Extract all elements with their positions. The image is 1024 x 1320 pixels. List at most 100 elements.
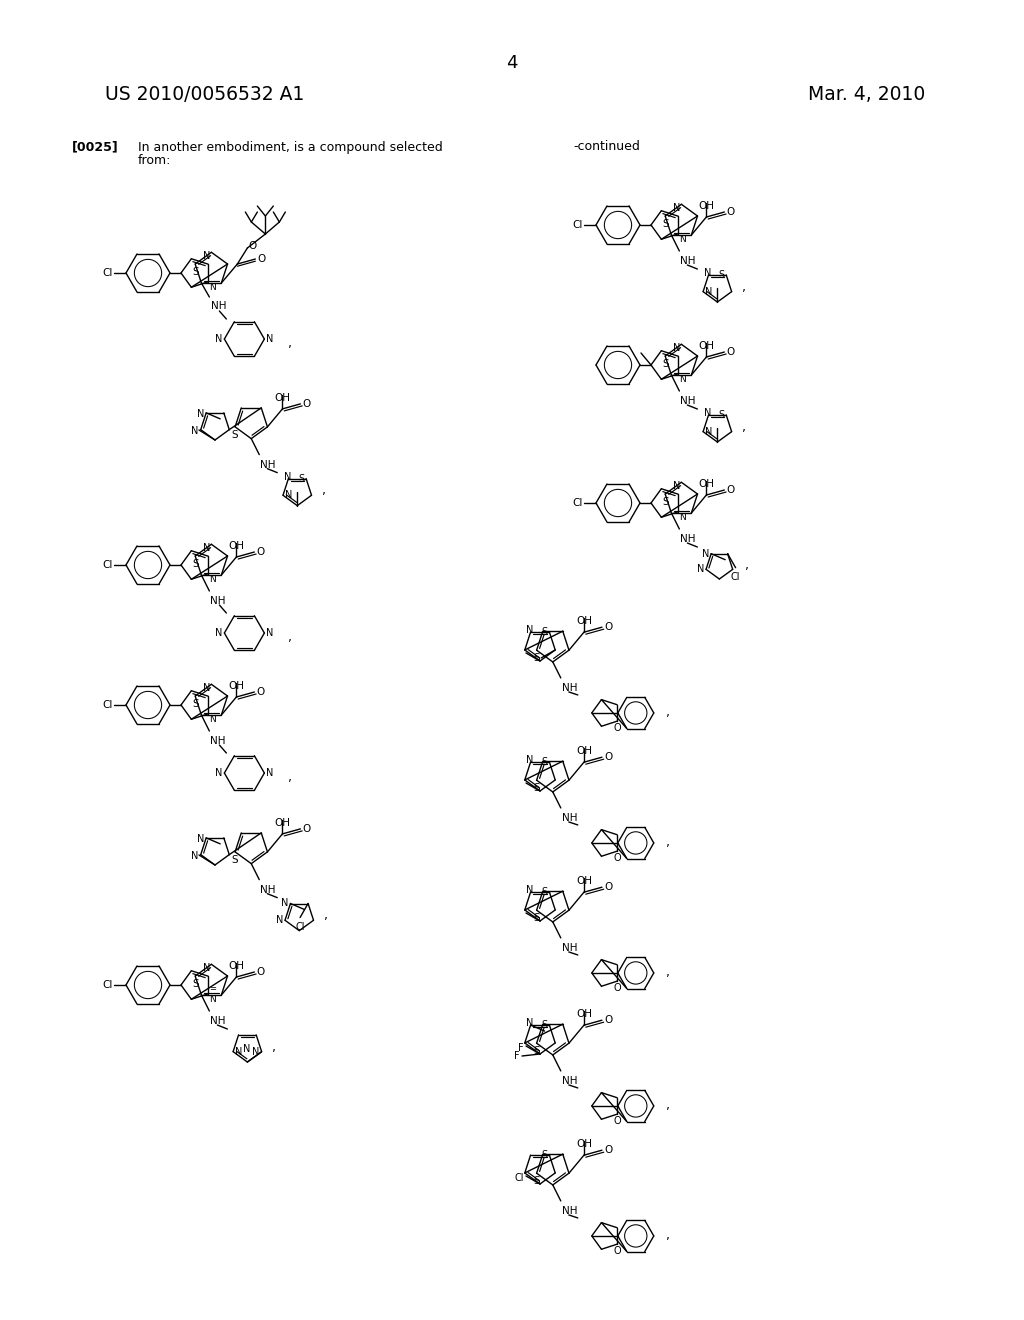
Text: 4: 4	[506, 54, 518, 73]
Text: OH: OH	[228, 961, 245, 972]
Text: N: N	[696, 565, 705, 574]
Text: ,: ,	[289, 337, 293, 350]
Text: N: N	[706, 426, 713, 437]
Text: N: N	[284, 471, 291, 482]
Text: OH: OH	[575, 876, 592, 886]
Text: OH: OH	[575, 1010, 592, 1019]
Text: N: N	[204, 684, 211, 693]
Text: NH: NH	[260, 884, 275, 895]
Text: N: N	[703, 408, 712, 418]
Text: N: N	[674, 482, 681, 491]
Text: OH: OH	[698, 341, 715, 351]
Text: NH: NH	[680, 396, 696, 407]
Text: ,: ,	[272, 1040, 276, 1053]
Text: N: N	[209, 715, 216, 723]
Text: ,: ,	[666, 706, 670, 719]
Text: N: N	[526, 884, 534, 895]
Text: S: S	[542, 758, 548, 767]
Text: OH: OH	[575, 746, 592, 756]
Text: S: S	[191, 700, 199, 709]
Text: ,: ,	[742, 281, 746, 293]
Text: NH: NH	[562, 682, 578, 693]
Text: N: N	[215, 334, 222, 345]
Text: N: N	[674, 203, 681, 214]
Text: N: N	[215, 628, 222, 638]
Text: N: N	[285, 490, 293, 500]
Text: N: N	[197, 834, 204, 843]
Text: ,: ,	[666, 1229, 670, 1242]
Text: N: N	[191, 425, 199, 436]
Text: N: N	[275, 915, 283, 925]
Text: -continued: -continued	[573, 140, 640, 153]
Text: ,: ,	[666, 837, 670, 850]
Text: S: S	[542, 1020, 548, 1030]
Text: OH: OH	[228, 681, 245, 690]
Text: N: N	[526, 1018, 534, 1028]
Text: N: N	[252, 1047, 260, 1056]
Text: N: N	[701, 549, 710, 558]
Text: O: O	[613, 1117, 621, 1126]
Text: O: O	[726, 347, 734, 356]
Text: N: N	[281, 899, 289, 908]
Text: ,: ,	[325, 909, 329, 923]
Text: S: S	[534, 913, 540, 923]
Text: S: S	[542, 1150, 548, 1160]
Text: O: O	[613, 853, 621, 863]
Text: N: N	[191, 850, 199, 861]
Text: S: S	[542, 887, 548, 898]
Text: O: O	[604, 1146, 612, 1155]
Text: ,: ,	[742, 421, 746, 433]
Text: ,: ,	[289, 631, 293, 644]
Text: N: N	[679, 512, 686, 521]
Text: N: N	[204, 544, 211, 553]
Text: Cl: Cl	[572, 498, 583, 508]
Text: O: O	[302, 824, 310, 834]
Text: O: O	[604, 882, 612, 892]
Text: Cl: Cl	[102, 700, 113, 710]
Text: N: N	[197, 409, 204, 418]
Text: NH: NH	[210, 597, 226, 606]
Text: F: F	[514, 1051, 520, 1061]
Text: OH: OH	[274, 393, 291, 403]
Text: ,: ,	[666, 966, 670, 979]
Text: US 2010/0056532 A1: US 2010/0056532 A1	[105, 86, 304, 104]
Text: N: N	[209, 282, 216, 292]
Text: S: S	[534, 783, 540, 793]
Text: O: O	[726, 484, 734, 495]
Text: NH: NH	[562, 1076, 578, 1086]
Text: N: N	[209, 995, 216, 1003]
Text: S: S	[191, 979, 199, 989]
Text: NH: NH	[211, 301, 227, 312]
Text: from:: from:	[138, 154, 171, 168]
Text: NH: NH	[562, 1206, 578, 1216]
Text: [0025]: [0025]	[72, 140, 119, 153]
Text: N: N	[204, 251, 211, 261]
Text: N: N	[243, 1044, 250, 1053]
Text: ,: ,	[289, 771, 293, 784]
Text: S: S	[542, 627, 548, 638]
Text: Cl: Cl	[102, 979, 113, 990]
Text: NH: NH	[562, 942, 578, 953]
Text: O: O	[302, 399, 310, 409]
Text: S: S	[662, 359, 669, 370]
Text: NH: NH	[562, 813, 578, 822]
Text: S: S	[718, 411, 724, 420]
Text: S: S	[298, 474, 304, 483]
Text: OH: OH	[274, 818, 291, 828]
Text: NH: NH	[210, 737, 226, 746]
Text: N: N	[236, 1047, 243, 1056]
Text: O: O	[257, 253, 265, 264]
Text: N: N	[266, 628, 273, 638]
Text: O: O	[726, 207, 734, 216]
Text: OH: OH	[575, 616, 592, 626]
Text: O: O	[256, 686, 264, 697]
Text: In another embodiment, is a compound selected: In another embodiment, is a compound sel…	[138, 140, 442, 153]
Text: O: O	[604, 752, 612, 762]
Text: NH: NH	[680, 256, 696, 267]
Text: S: S	[231, 430, 239, 440]
Text: S: S	[662, 219, 669, 228]
Text: Cl: Cl	[514, 1173, 524, 1183]
Text: O: O	[256, 546, 264, 557]
Text: Cl: Cl	[102, 560, 113, 570]
Text: F: F	[518, 1043, 524, 1053]
